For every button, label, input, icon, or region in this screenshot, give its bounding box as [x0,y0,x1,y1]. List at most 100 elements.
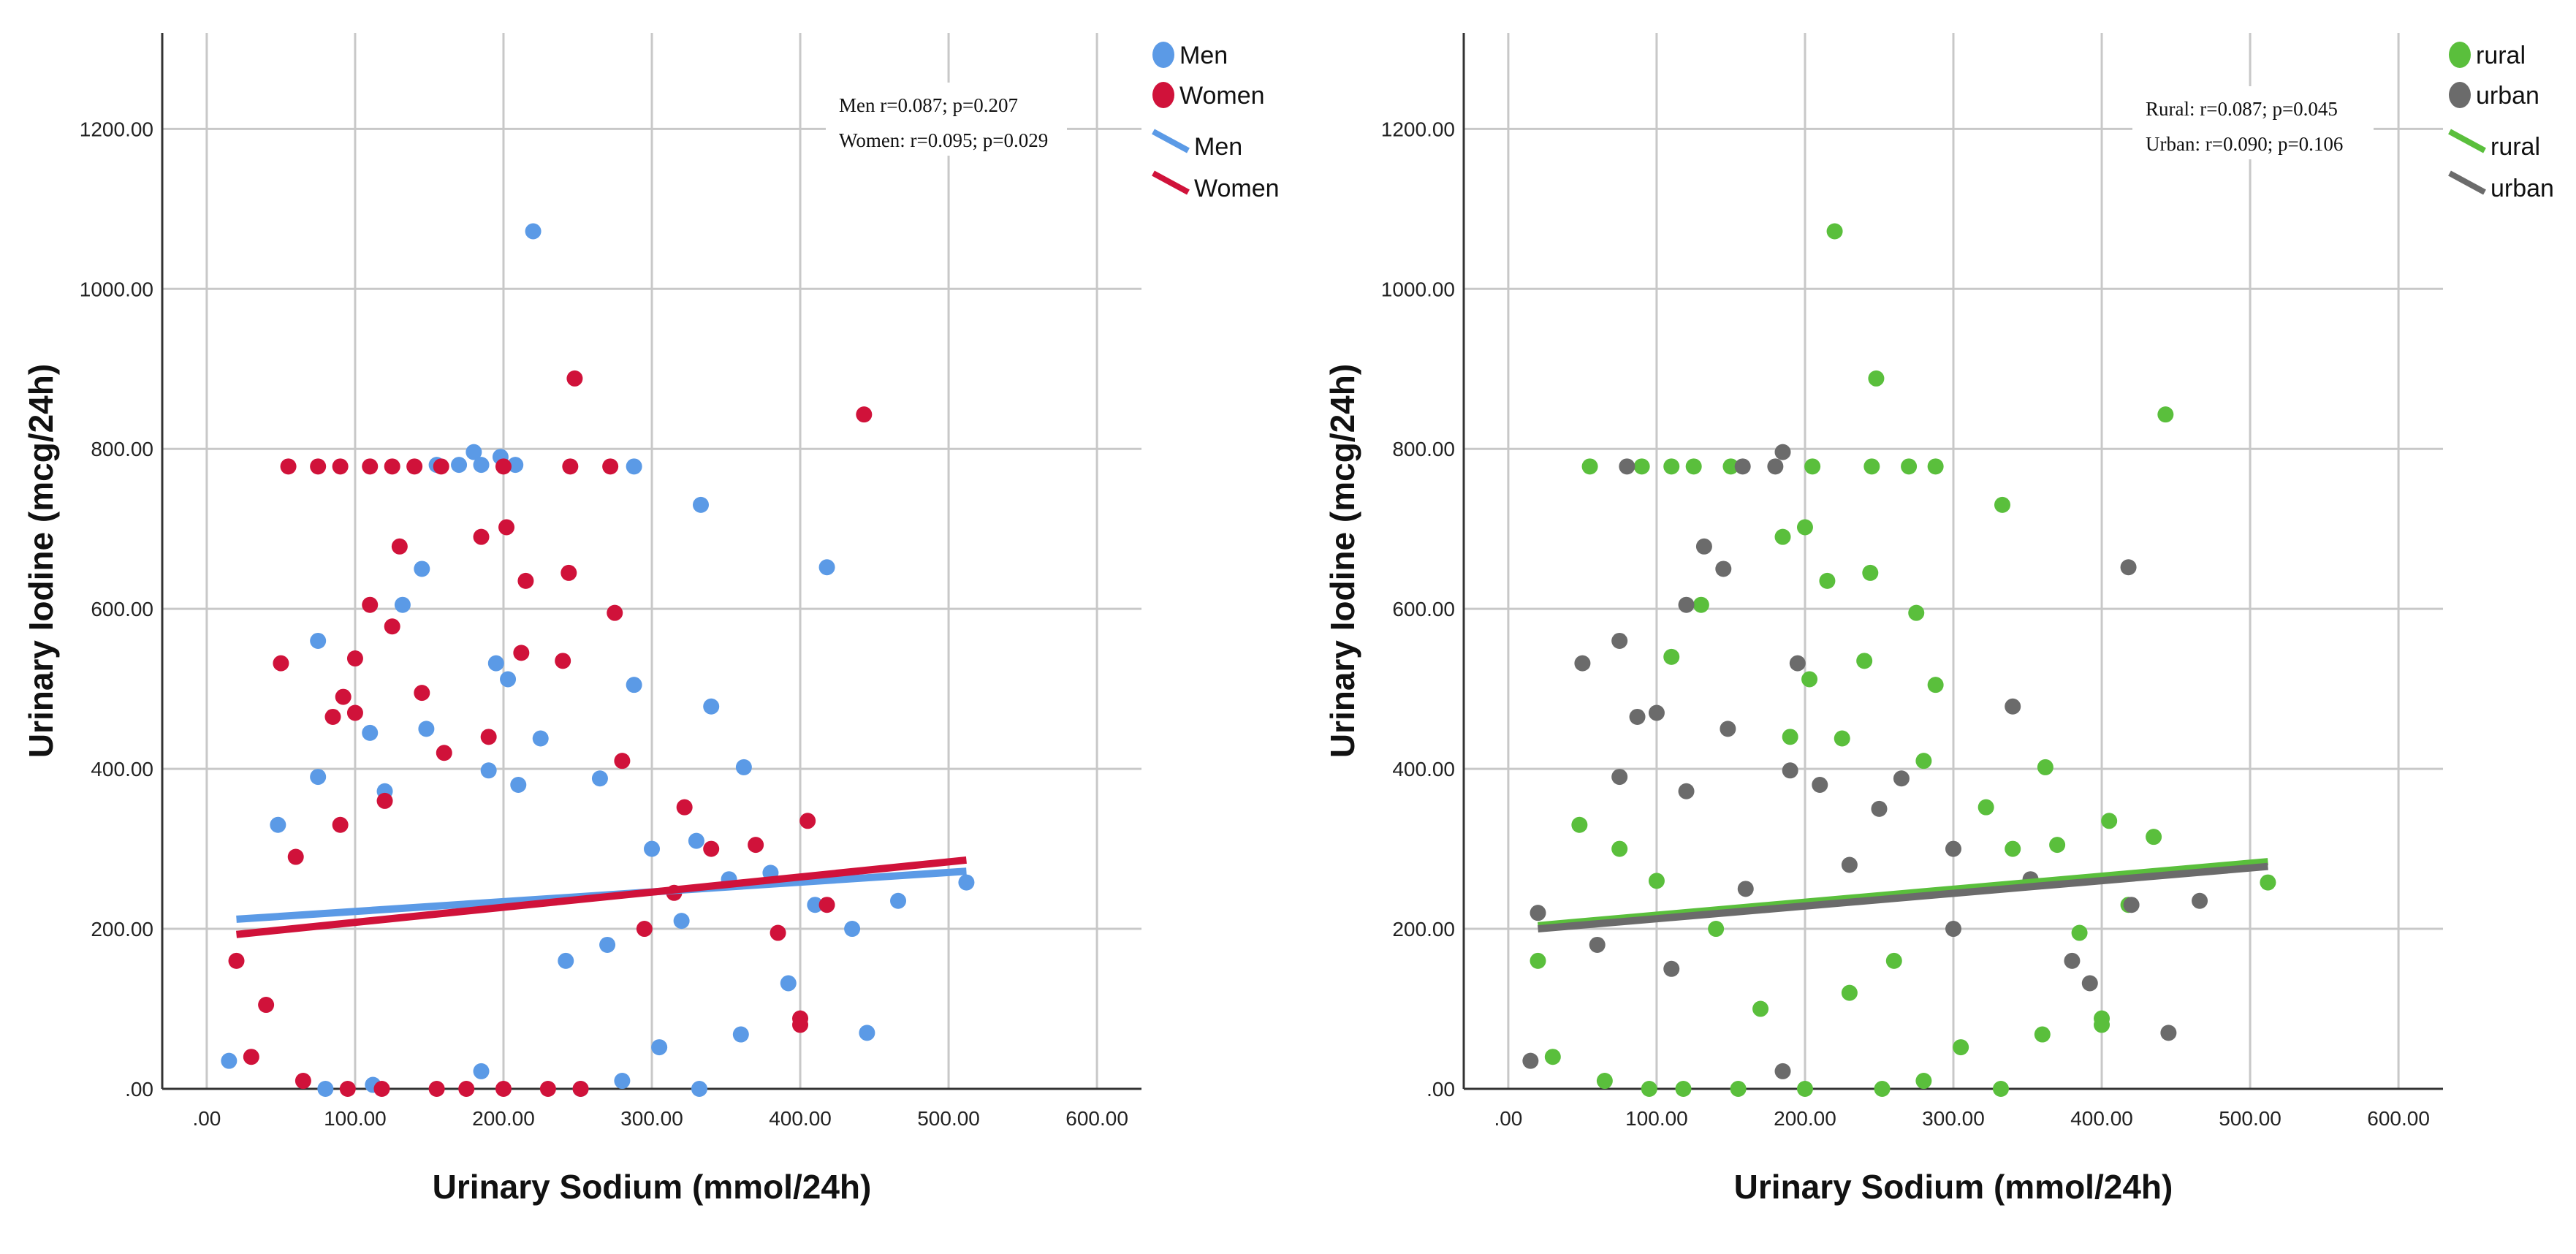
data-point [310,769,327,786]
data-point [614,753,631,770]
data-point [414,560,430,577]
legend-line [2448,170,2486,195]
legend-label: rural [2490,133,2540,161]
data-point [513,645,530,661]
data-point [466,444,482,460]
data-point [2005,698,2021,715]
legend-line [1152,170,1190,195]
data-point [1737,881,1754,897]
data-point [1574,655,1591,672]
data-point [770,924,786,941]
legend-marker [2449,82,2471,108]
data-point [1868,370,1885,387]
data-point [591,770,608,787]
y-tick-label: 1200.00 [80,118,153,140]
data-point [651,1039,668,1056]
data-point [433,458,449,475]
data-point [346,650,363,667]
y-tick-label: 600.00 [91,598,153,620]
x-tick-label: 600.00 [1065,1107,1128,1130]
data-point [1611,769,1628,786]
y-axis-title: Urinary Iodine (mcg/24h) [22,364,60,758]
data-point [1678,783,1695,799]
y-tick-label: 1200.00 [1381,118,1455,140]
data-point [1841,856,1858,873]
data-point [362,458,379,475]
data-point [525,223,542,240]
data-point [1530,905,1546,922]
data-point [688,832,704,849]
data-point [2120,559,2137,576]
y-tick-label: 800.00 [1392,438,1455,460]
x-tick-label: .00 [1494,1107,1522,1130]
data-point [2260,874,2276,891]
data-point [1774,528,1791,545]
data-point [487,655,504,672]
data-point [1589,936,1606,953]
data-point [1715,560,1732,577]
data-point [362,596,379,613]
data-point [1596,1073,1613,1090]
data-point [1782,762,1798,779]
data-point [376,792,393,809]
legend-label: Men [1179,42,1228,69]
annotation-text: Men r=0.087; p=0.207 [839,94,1018,116]
data-point [324,708,341,725]
data-point [1953,1039,1969,1056]
data-point [1734,458,1751,475]
data-point [1927,677,1944,694]
data-point [1915,753,1932,770]
data-point [644,840,660,857]
x-tick-label: 200.00 [1774,1107,1836,1130]
data-point [1885,952,1902,969]
x-axis-title: Urinary Sodium (mmol/24h) [433,1168,872,1206]
data-point [335,688,352,705]
y-axis-title: Urinary Iodine (mcg/24h) [1323,364,1361,758]
series-men [221,223,975,1097]
data-point [332,458,349,475]
data-point [414,685,430,702]
data-point [1692,596,1709,613]
data-point [1977,799,1994,816]
data-point [818,897,835,913]
data-point [1804,458,1821,475]
data-point [626,677,642,694]
x-tick-label: .00 [192,1107,221,1130]
legend-label: urban [2490,175,2554,202]
legend-label: Men [1194,133,1242,161]
y-tick-label: 200.00 [1392,918,1455,940]
legend-label: rural [2476,42,2526,69]
data-point [495,458,512,475]
data-point [1611,632,1628,649]
data-point [572,1081,589,1097]
annotation-text: Urban: r=0.090; p=0.106 [2146,133,2343,155]
data-point [1774,1063,1791,1079]
data-point [346,704,363,721]
data-point [1663,960,1680,977]
y-tick-label: 600.00 [1392,598,1455,620]
legend-label: Women [1194,175,1280,202]
data-point [1927,458,1944,475]
data-point [295,1073,311,1090]
data-point [436,745,452,761]
data-point [243,1049,259,1065]
data-point [1571,816,1588,833]
data-point [780,975,797,992]
legend: rural urban rural urban [2448,42,2554,202]
data-point [599,936,616,953]
data-point [480,762,497,779]
data-point [1648,704,1665,721]
data-point [1893,770,1910,787]
data-point [626,458,642,475]
data-point [1945,921,1961,938]
x-tick-label: 500.00 [917,1107,980,1130]
annotation-text: Rural: r=0.087; p=0.045 [2146,98,2338,120]
x-tick-label: 200.00 [472,1107,535,1130]
data-point [258,997,275,1014]
data-point [391,538,408,555]
data-point [2160,1025,2177,1041]
data-point [602,458,619,475]
data-point [500,671,517,688]
annotation-background [2132,86,2374,159]
